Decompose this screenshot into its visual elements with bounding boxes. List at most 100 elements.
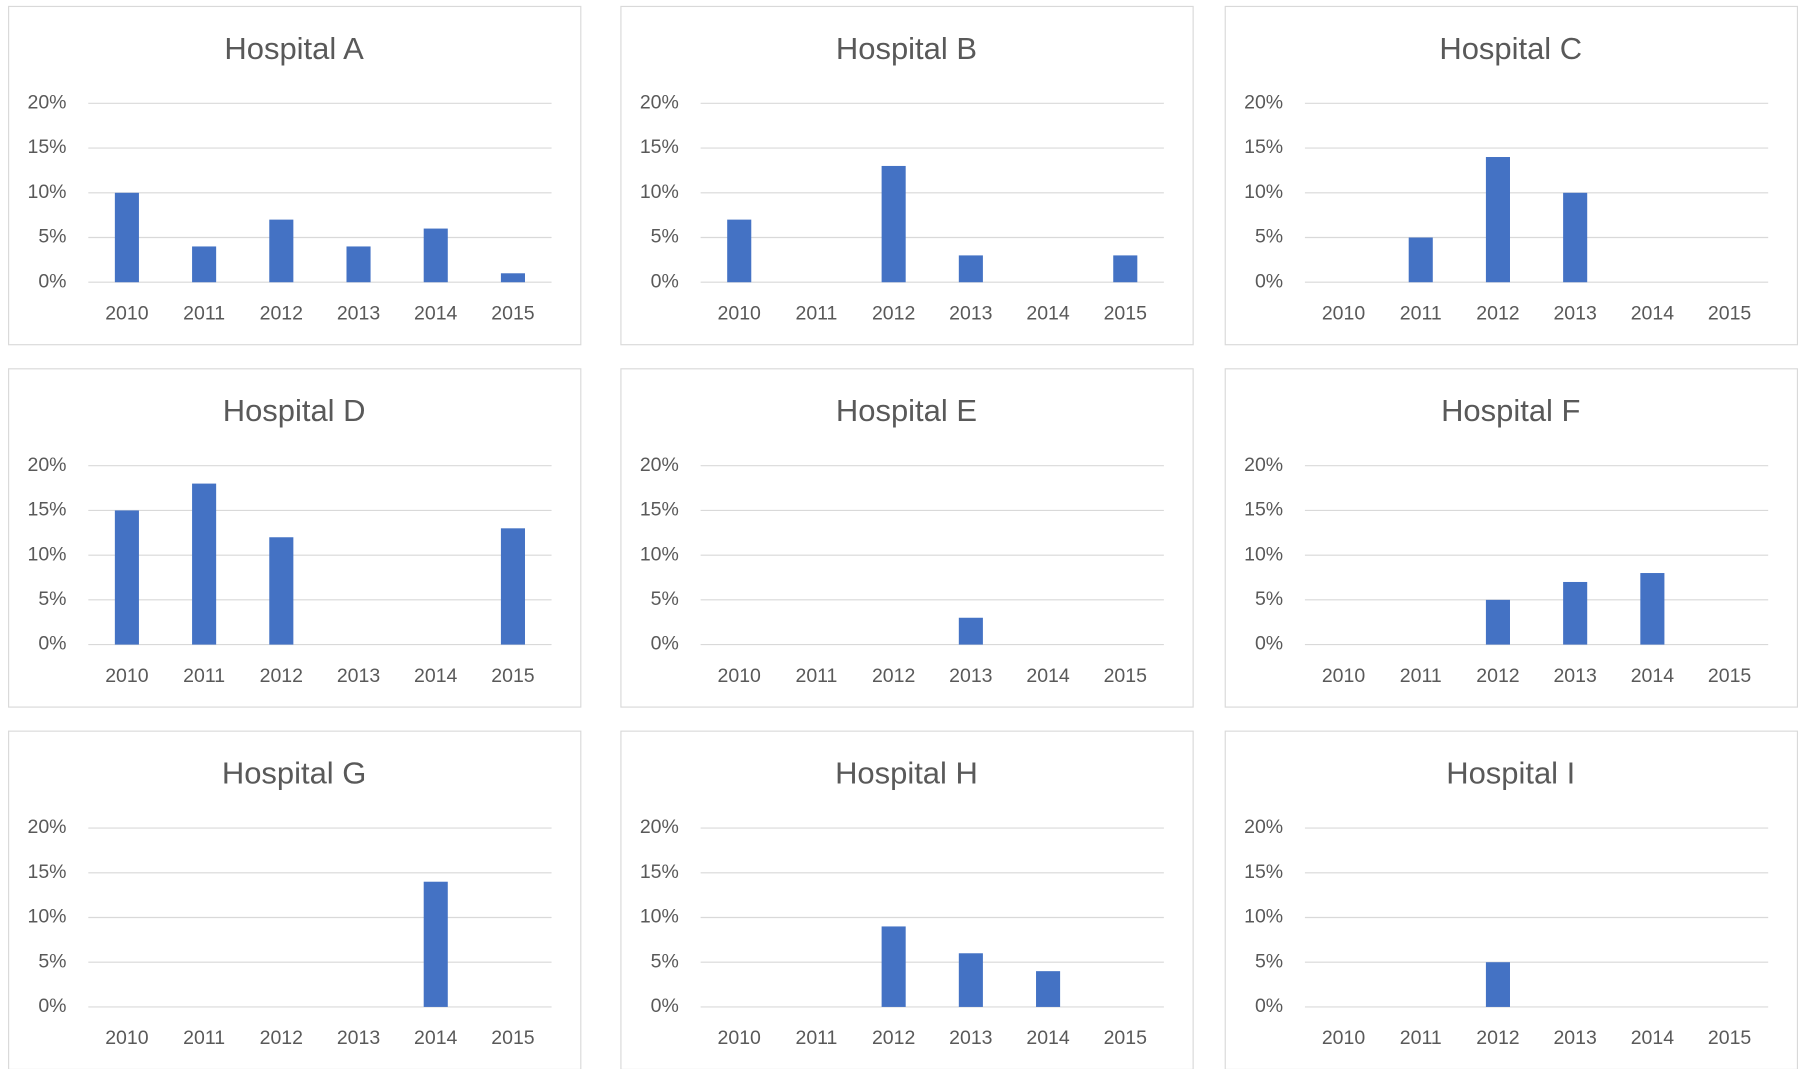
y-tick-label: 5% <box>651 226 679 248</box>
y-tick-label: 15% <box>640 499 679 521</box>
y-tick-label: 0% <box>651 633 679 655</box>
bar <box>958 255 983 283</box>
bar <box>727 219 752 283</box>
panel <box>620 730 1194 1069</box>
x-tick-label: 2011 <box>1400 665 1442 687</box>
y-tick-label: 5% <box>1255 226 1283 248</box>
bar <box>114 510 139 645</box>
y-tick-label: 20% <box>28 92 67 114</box>
chart-title: Hospital C <box>1439 31 1582 66</box>
x-tick-label: 2014 <box>1631 1027 1675 1049</box>
y-tick-label: 5% <box>38 950 66 972</box>
x-tick-label: 2014 <box>1026 302 1070 324</box>
bar <box>192 483 217 645</box>
chart-title: Hospital G <box>222 755 367 790</box>
chart-title: Hospital A <box>224 31 364 66</box>
x-tick-label: 2012 <box>1476 665 1519 687</box>
panel <box>1224 5 1798 346</box>
chart-title: Hospital D <box>223 393 366 428</box>
y-tick-label: 15% <box>1244 136 1283 158</box>
x-tick-label: 2011 <box>1400 1027 1442 1049</box>
chart-title: Hospital I <box>1446 755 1575 790</box>
bar <box>423 881 448 1007</box>
panel <box>8 730 582 1069</box>
y-tick-label: 10% <box>28 543 67 565</box>
x-tick-label: 2015 <box>491 665 535 687</box>
bar <box>500 528 525 645</box>
x-tick-label: 2014 <box>1026 665 1070 687</box>
x-tick-label: 2011 <box>1400 302 1442 324</box>
y-tick-label: 5% <box>38 588 66 610</box>
x-tick-label: 2012 <box>1476 302 1519 324</box>
y-tick-label: 0% <box>1255 270 1283 292</box>
panel <box>620 368 1194 708</box>
x-tick-label: 2010 <box>1322 665 1366 687</box>
x-tick-label: 2010 <box>105 1027 149 1049</box>
x-tick-label: 2015 <box>1104 302 1148 324</box>
x-tick-label: 2010 <box>1322 1027 1366 1049</box>
x-tick-label: 2012 <box>260 1027 303 1049</box>
y-tick-label: 0% <box>1255 633 1283 655</box>
bar <box>1563 192 1588 283</box>
y-tick-label: 10% <box>1244 181 1283 203</box>
x-tick-label: 2014 <box>414 302 458 324</box>
x-tick-label: 2015 <box>1708 665 1752 687</box>
y-tick-label: 15% <box>640 861 679 883</box>
bar <box>500 273 525 283</box>
chart-title: Hospital H <box>835 755 978 790</box>
x-tick-label: 2010 <box>105 665 149 687</box>
y-tick-label: 20% <box>1244 92 1283 114</box>
bar <box>881 165 906 283</box>
y-tick-label: 10% <box>640 181 679 203</box>
y-tick-label: 10% <box>28 906 67 928</box>
y-tick-label: 20% <box>640 454 679 476</box>
bar <box>192 246 217 283</box>
x-tick-label: 2012 <box>260 302 303 324</box>
panel <box>8 368 582 708</box>
y-tick-label: 15% <box>1244 499 1283 521</box>
y-tick-label: 20% <box>640 92 679 114</box>
y-tick-label: 20% <box>1244 454 1283 476</box>
y-tick-label: 15% <box>640 136 679 158</box>
bar <box>423 228 448 283</box>
x-tick-label: 2011 <box>183 302 225 324</box>
bar <box>1408 237 1433 283</box>
y-tick-label: 10% <box>640 543 679 565</box>
x-tick-label: 2013 <box>337 302 380 324</box>
x-tick-label: 2015 <box>491 302 535 324</box>
x-tick-label: 2013 <box>949 665 992 687</box>
x-tick-label: 2010 <box>718 1027 762 1049</box>
x-tick-label: 2010 <box>718 665 762 687</box>
x-tick-label: 2014 <box>1026 1027 1070 1049</box>
x-tick-label: 2012 <box>260 665 303 687</box>
x-tick-label: 2013 <box>949 1027 992 1049</box>
y-tick-label: 5% <box>651 950 679 972</box>
y-tick-label: 0% <box>651 270 679 292</box>
x-tick-label: 2012 <box>872 665 915 687</box>
x-tick-label: 2015 <box>1104 665 1148 687</box>
x-tick-label: 2012 <box>872 1027 915 1049</box>
x-tick-label: 2014 <box>414 1027 458 1049</box>
panel <box>1224 368 1798 708</box>
y-tick-label: 20% <box>640 816 679 838</box>
bar <box>958 953 983 1007</box>
bar <box>1485 599 1510 645</box>
x-tick-label: 2012 <box>872 302 915 324</box>
x-tick-label: 2015 <box>1708 302 1752 324</box>
x-tick-label: 2015 <box>1104 1027 1148 1049</box>
bar <box>1563 581 1588 645</box>
bar <box>1640 573 1665 645</box>
x-tick-label: 2013 <box>1553 302 1596 324</box>
x-tick-label: 2015 <box>1708 1027 1752 1049</box>
y-tick-label: 0% <box>38 270 66 292</box>
y-tick-label: 5% <box>1255 950 1283 972</box>
chart-title: Hospital F <box>1441 393 1580 428</box>
x-tick-label: 2014 <box>414 665 458 687</box>
y-tick-label: 0% <box>651 995 679 1017</box>
x-tick-label: 2013 <box>337 1027 380 1049</box>
x-tick-label: 2011 <box>795 665 837 687</box>
y-tick-label: 15% <box>1244 861 1283 883</box>
y-tick-label: 20% <box>28 816 67 838</box>
x-tick-label: 2013 <box>1553 1027 1596 1049</box>
y-tick-label: 5% <box>651 588 679 610</box>
